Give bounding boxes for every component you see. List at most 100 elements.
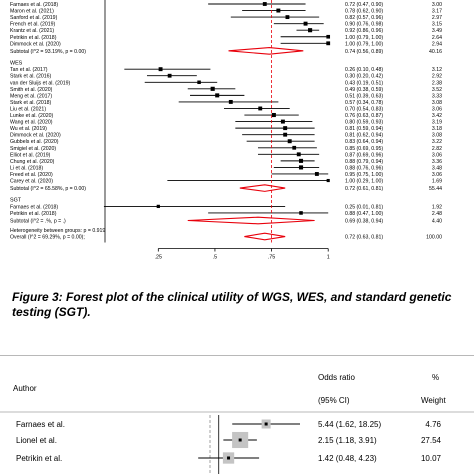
point-estimate-marker — [298, 158, 304, 163]
overall-diamond — [244, 232, 286, 241]
weight-text: 4.76 — [425, 420, 441, 429]
study-label: Smith et al. (2020) — [10, 87, 53, 93]
weight-text: 3.08 — [432, 133, 442, 139]
study-label: Carey et al. (2020) — [10, 179, 53, 185]
study-label: Li et al. (2018) — [10, 165, 43, 171]
point-estimate-marker — [303, 21, 308, 26]
overall-weight: 100.00 — [426, 235, 442, 241]
weight-text: 1.69 — [432, 179, 442, 185]
weight-text: 27.54 — [421, 436, 442, 445]
study-label: Liu et al. (2021) — [10, 106, 46, 112]
point-estimate-marker — [227, 456, 231, 460]
weight-text: 3.06 — [432, 172, 442, 178]
weight-text: 3.48 — [432, 165, 442, 171]
ci-text: 0.81 (0.62, 0.94) — [345, 133, 383, 139]
point-estimate-marker — [238, 438, 242, 442]
study-label: Petrikin et al. — [16, 454, 62, 463]
subtotal-ci-text: 0.74 (0.56, 0.89) — [345, 49, 383, 55]
subtotal-weight: 55.44 — [429, 186, 442, 192]
ci-text: 0.82 (0.57, 0.96) — [345, 15, 383, 21]
point-estimate-marker — [280, 119, 285, 124]
weight-text: 3.49 — [432, 28, 442, 34]
header-percent: % — [432, 373, 439, 382]
forest-plot-odds-ratio: Odds ratio (95% CI)% Weight Author Farnaes e… — [0, 373, 474, 474]
weight-text: 3.06 — [432, 106, 442, 112]
weight-text: 3.22 — [432, 139, 442, 145]
x-tick-label: .25 — [155, 255, 163, 261]
ci-text: 0.92 (0.86, 0.96) — [345, 28, 383, 34]
weight-text: 10.07 — [421, 454, 442, 463]
ci-text: 0.85 (0.69, 0.95) — [345, 146, 383, 152]
forest-plot-clinical-utility: Farnaes et al. (2018) 0.72 (0.47, 0.90) 3.… — [10, 0, 442, 261]
weight-text: 2.64 — [432, 35, 442, 41]
weight-text: 3.12 — [432, 67, 442, 73]
figure-caption: Figure 3: Forest plot of the clinical ut… — [12, 290, 452, 319]
study-label: Tan et al. (2017) — [10, 67, 48, 73]
point-estimate-marker — [299, 211, 303, 215]
point-estimate-marker — [283, 126, 288, 131]
study-label: Dimmock et al. (2020) — [10, 133, 61, 139]
point-estimate-marker — [296, 152, 301, 157]
weight-text: 3.52 — [432, 87, 442, 93]
study-label: Stark et al. (2016) — [10, 74, 52, 80]
header-ci: (95% CI) — [318, 396, 350, 405]
ci-text: 1.00 (0.79, 1.00) — [345, 41, 383, 47]
point-estimate-marker — [271, 112, 276, 118]
point-estimate-marker — [197, 80, 201, 85]
subtotal-label: Subtotal (I^2 = 65.58%, p = 0.00) — [10, 186, 86, 192]
study-label: Petrikin et al. (2018) — [10, 35, 57, 41]
study-label: Freed et al. (2020) — [10, 172, 53, 178]
point-estimate-marker — [292, 145, 297, 150]
group-label: WES — [10, 60, 23, 66]
weight-text: 3.19 — [432, 120, 442, 126]
study-label: Dimmock et al. (2020) — [10, 41, 61, 47]
header-author: Author — [13, 384, 37, 393]
overall-ci-text: 0.72 (0.63, 0.81) — [345, 235, 383, 241]
weight-text: 2.82 — [432, 146, 442, 152]
point-estimate-marker — [210, 86, 215, 91]
ci-text: 0.57 (0.34, 0.78) — [345, 100, 383, 106]
study-label: French et al. (2019) — [10, 22, 56, 28]
ci-text: 0.72 (0.47, 0.90) — [345, 2, 383, 8]
point-estimate-marker — [262, 2, 267, 6]
subtotal-diamond — [228, 46, 304, 55]
point-estimate-marker — [167, 73, 172, 78]
point-estimate-marker — [258, 106, 263, 111]
study-label: Krantz et al. (2021) — [10, 28, 54, 34]
subtotal-diamond — [239, 184, 286, 192]
heterogeneity-text: Heterogeneity between groups: p = 0.919 — [10, 228, 105, 234]
subtotal-weight: 4.40 — [432, 218, 442, 224]
header-odds-ratio: Odds ratio — [318, 373, 355, 382]
ci-text: 0.83 (0.64, 0.94) — [345, 139, 383, 145]
ci-text: 2.15 (1.18, 3.91) — [318, 436, 377, 445]
group-label: SGT — [10, 198, 22, 204]
ci-text: 0.30 (0.20, 0.42) — [345, 74, 383, 80]
ci-text: 0.26 (0.10, 0.48) — [345, 67, 383, 73]
study-label: Stark et al. (2018) — [10, 100, 52, 106]
weight-text: 2.94 — [432, 41, 442, 47]
subtotal-diamond — [187, 216, 315, 225]
ci-text: 5.44 (1.62, 18.25) — [318, 420, 381, 429]
x-tick-label: 1 — [327, 255, 330, 261]
subtotal-label: Subtotal (I^2 = 93.19%, p = 0.00) — [10, 49, 86, 55]
study-label: Smigiel et al. (2020) — [10, 146, 56, 152]
subtotal-weight: 40.16 — [429, 49, 442, 55]
point-estimate-marker — [314, 172, 319, 176]
study-label: Petrikin et al. (2018) — [10, 211, 57, 217]
point-estimate-marker — [326, 41, 331, 46]
ci-text: 0.43 (0.19, 0.51) — [345, 80, 383, 86]
weight-text: 3.15 — [432, 22, 442, 28]
ci-text: 0.81 (0.59, 0.94) — [345, 126, 383, 132]
study-label: Elliot et al. (2019) — [10, 152, 51, 158]
ci-text: 0.88 (0.76, 0.96) — [345, 165, 383, 171]
weight-text: 3.18 — [432, 126, 442, 132]
study-label: Lionel et al. — [16, 436, 57, 445]
point-estimate-marker — [264, 422, 268, 426]
point-estimate-marker — [158, 67, 163, 72]
ci-text: 1.42 (0.48, 4.23) — [318, 454, 377, 463]
subtotal-ci-text: 0.69 (0.38, 0.94) — [345, 218, 383, 224]
ci-text: 0.76 (0.63, 0.87) — [345, 113, 383, 119]
point-estimate-marker — [285, 15, 290, 20]
ci-text: 1.00 (0.29, 1.00) — [345, 179, 383, 185]
ci-text: 0.49 (0.38, 0.59) — [345, 87, 383, 93]
